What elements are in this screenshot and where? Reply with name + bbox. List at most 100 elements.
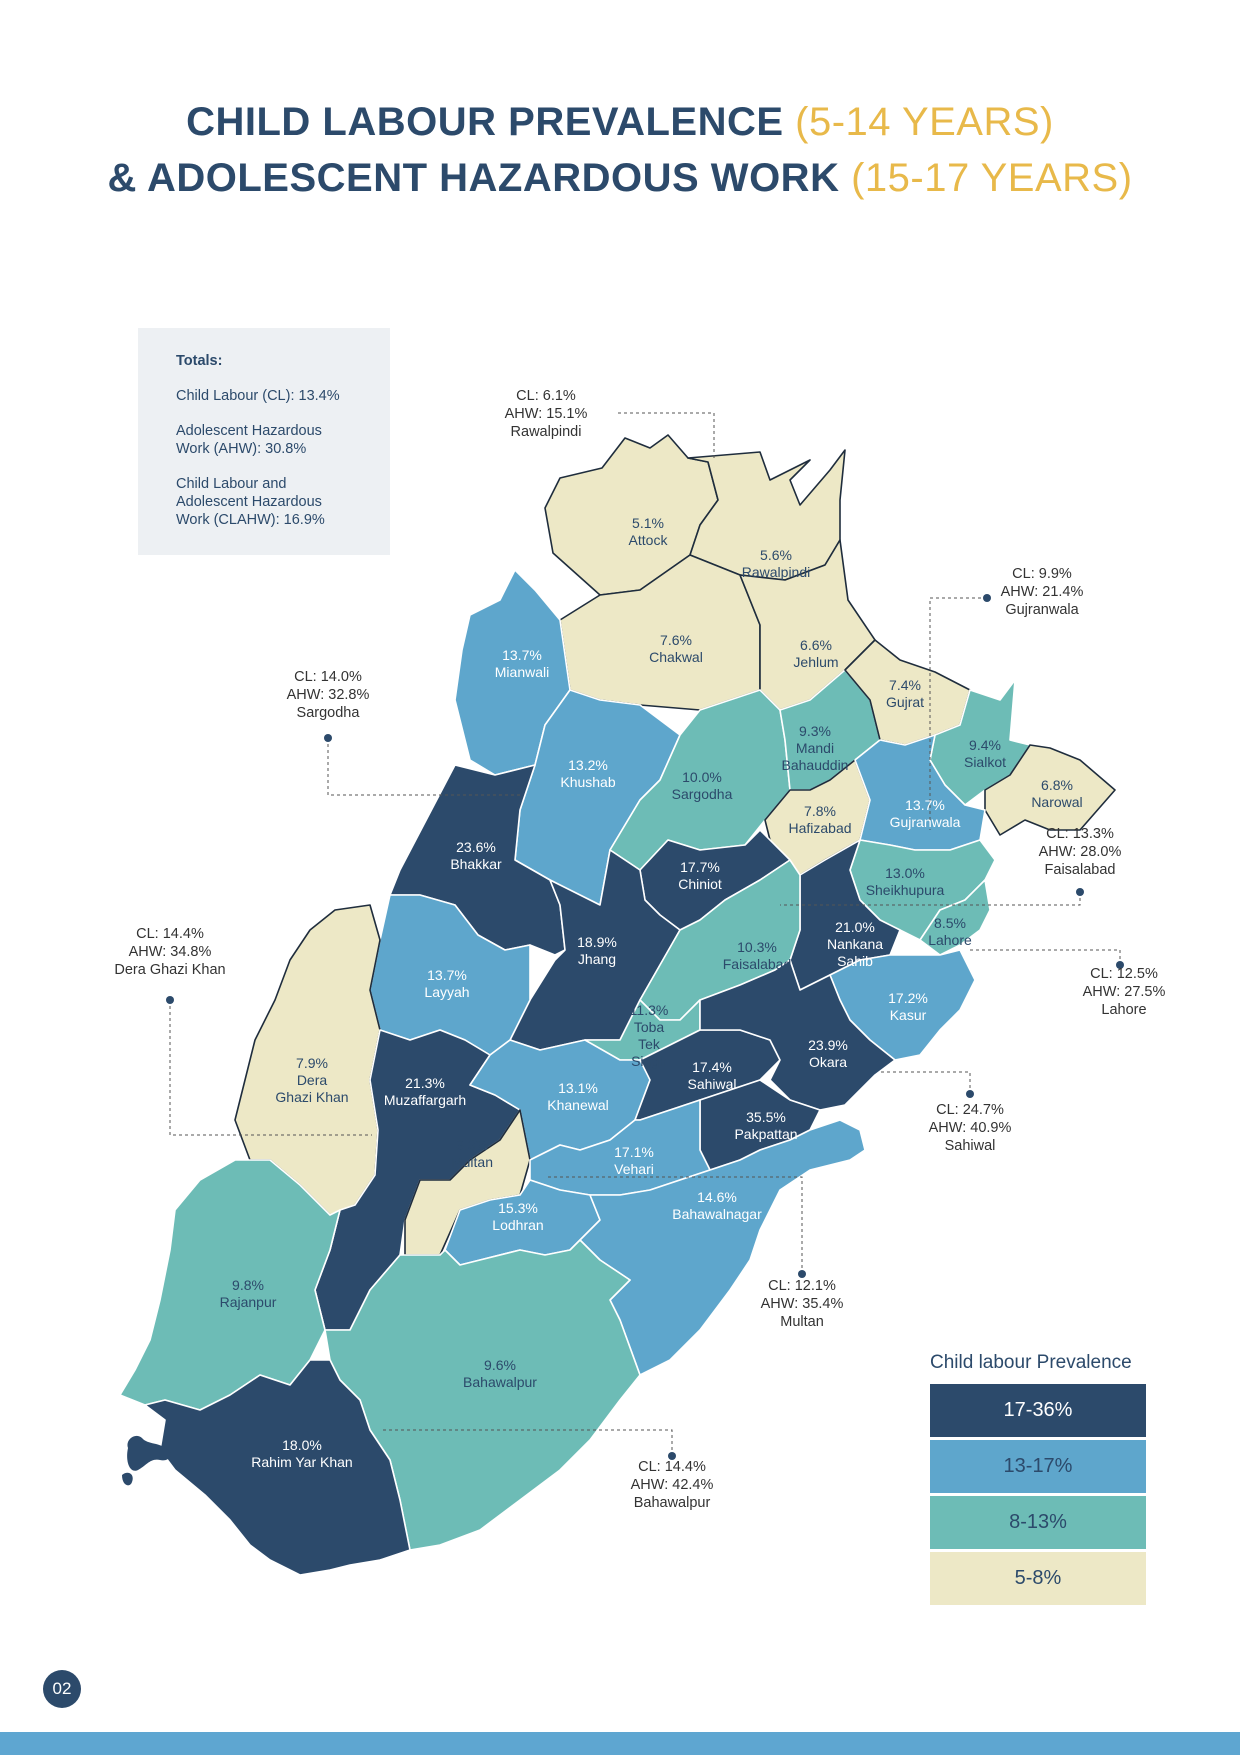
totals-box: Totals: Child Labour (CL): 13.4% Adolesc… [138, 328, 390, 555]
callout-dot-sargodha [324, 734, 332, 742]
district-name: Bhakkar [450, 856, 502, 872]
district-value: 10.3% [737, 939, 777, 955]
district-name: Gujranwala [890, 814, 961, 830]
leader-sahiwal [878, 1071, 971, 1094]
district-label-jhang: 18.9% Jhang [577, 934, 617, 967]
district-label-attock: 5.1% Attock [629, 515, 669, 548]
title-line-2: & ADOLESCENT HAZARDOUS WORK (15-17 YEARS… [0, 156, 1240, 201]
district-name: Pakpattan [734, 1126, 797, 1142]
callout-line: CL: 9.9% [1012, 566, 1072, 582]
callout-line: CL: 24.7% [936, 1102, 1004, 1118]
legend-swatch-8-13-: 8-13% [930, 1496, 1146, 1549]
district-value: 13.2% [568, 757, 608, 773]
district-name: Toba [634, 1019, 665, 1035]
callout-multan: CL: 12.1% AHW: 35.4% Multan [761, 1278, 844, 1330]
district-name: Bahawalnagar [672, 1206, 762, 1222]
callout-line: AHW: 35.4% [761, 1296, 844, 1312]
district-label-narowal: 6.8% Narowal [1031, 777, 1082, 810]
district-regions [119, 434, 1116, 1576]
district-name: Nankana [827, 936, 883, 952]
callout-dera-ghazi-khan: CL: 14.4% AHW: 34.8% Dera Ghazi Khan [114, 926, 225, 978]
district-label-muzaffargarh: 21.3% Muzaffargarh [384, 1075, 466, 1108]
district-okara [699, 959, 896, 1111]
district-name: Muzaffargarh [384, 1092, 466, 1108]
page-number: 02 [52, 1679, 72, 1698]
callout-line: CL: 14.4% [136, 926, 204, 942]
district-label-gujranwala: 13.7% Gujranwala [890, 797, 961, 830]
callout-rawalpindi: CL: 6.1% AHW: 15.1% Rawalpindi [505, 388, 588, 440]
district-name: Khanewal [547, 1097, 609, 1113]
district-label-kasur: 17.2% Kasur [888, 990, 928, 1023]
callout-dot-sahiwal [966, 1090, 974, 1098]
district-name: Lodhran [492, 1217, 543, 1233]
district-label-sheikhupura: 13.0% Sheikhupura [866, 865, 945, 898]
page-number-badge: 02 [43, 1670, 81, 1708]
district-value: 15.3% [498, 1200, 538, 1216]
district-label-dera-ghazi-khan: 7.9% Dera Ghazi Khan [275, 1055, 348, 1105]
district-value: 17.4% [692, 1059, 732, 1075]
district-label-lahore: 8.5% Lahore [928, 915, 972, 948]
callout-bahawalpur: CL: 14.4% AHW: 42.4% Bahawalpur [631, 1459, 714, 1511]
callout-dot-gujranwala [983, 594, 991, 602]
district-value: 23.9% [808, 1037, 848, 1053]
totals-clahw: Child Labour and Adolescent Hazardous Wo… [176, 475, 370, 529]
legend-items: 17-36% 13-17% 8-13% 5-8% [930, 1384, 1146, 1605]
district-name: Mandi [796, 740, 834, 756]
district-name: Okara [809, 1054, 847, 1070]
district-value: 17.7% [680, 859, 720, 875]
legend-title: Child labour Prevalence [930, 1352, 1132, 1373]
district-label-okara: 23.9% Okara [808, 1037, 848, 1070]
district-value: 7.6% [660, 632, 692, 648]
district-rawalpindi [687, 449, 846, 581]
district-name: Sialkot [964, 754, 1006, 770]
district-value: 17.1% [614, 1144, 654, 1160]
district-label-chiniot: 17.7% Chiniot [678, 859, 722, 892]
callout-line: CL: 12.1% [768, 1278, 836, 1294]
district-value: 7.9% [296, 1055, 328, 1071]
title-accent-2: (15-17 YEARS) [851, 156, 1133, 200]
callout-line: AHW: 32.8% [287, 687, 370, 703]
callout-gujranwala: CL: 9.9% AHW: 21.4% Gujranwala [1001, 566, 1084, 618]
district-label-mianwali: 13.7% Mianwali [495, 647, 549, 680]
callout-line: AHW: 15.1% [505, 406, 588, 422]
legend: Child labour Prevalence 17-36% 13-17% 8-13… [930, 1352, 1146, 1608]
district-label-rawalpindi: 5.6% Rawalpindi [742, 547, 810, 580]
district-value: 6.8% [1041, 777, 1073, 793]
district-name: Sheikhupura [866, 882, 945, 898]
district-label-mandi-bahauddin: 9.3% Mandi Bahauddin [782, 723, 849, 773]
bottom-bar [0, 1732, 1240, 1755]
district-name: Attock [629, 532, 669, 548]
legend-swatch-13-17-: 13-17% [930, 1440, 1146, 1493]
callout-lahore: CL: 12.5% AHW: 27.5% Lahore [1083, 966, 1166, 1018]
district-value: 9.3% [799, 723, 831, 739]
district-rahim-yar-khan [144, 1359, 411, 1576]
callout-line: Rawalpindi [511, 424, 582, 440]
district-value: 8.5% [934, 915, 966, 931]
district-value: 7.8% [804, 803, 836, 819]
legend-swatch-17-36-: 17-36% [930, 1384, 1146, 1437]
callout-dot-lahore [1116, 961, 1124, 969]
district-name: Jhang [578, 951, 616, 967]
district-name: Bahauddin [782, 757, 849, 773]
callout-line: Sargodha [297, 705, 361, 721]
callout-sargodha: CL: 14.0% AHW: 32.8% Sargodha [287, 669, 370, 721]
leader-dera-ghazi-khan [169, 1000, 372, 1136]
district-value: 17.2% [888, 990, 928, 1006]
legend-swatch-5-8-: 5-8% [930, 1552, 1146, 1605]
district-label-khushab: 13.2% Khushab [560, 757, 615, 790]
district-name: Sahiwal [687, 1076, 736, 1092]
callout-line: CL: 14.0% [294, 669, 362, 685]
district-label-pakpattan: 35.5% Pakpattan [734, 1109, 797, 1142]
district-value: 35.5% [746, 1109, 786, 1125]
totals-heading: Totals: [176, 353, 223, 369]
district-name: Vehari [614, 1161, 654, 1177]
district-value: 23.6% [456, 839, 496, 855]
leader-rawalpindi [618, 412, 715, 460]
district-name: Rahim Yar Khan [251, 1454, 352, 1470]
district-value: 13.1% [558, 1080, 598, 1096]
callout-dot-multan [798, 1270, 806, 1278]
callout-dot-dera-ghazi-khan [166, 996, 174, 1004]
totals-cl: Child Labour (CL): 13.4% [176, 388, 340, 404]
callout-sahiwal: CL: 24.7% AHW: 40.9% Sahiwal [929, 1102, 1012, 1154]
